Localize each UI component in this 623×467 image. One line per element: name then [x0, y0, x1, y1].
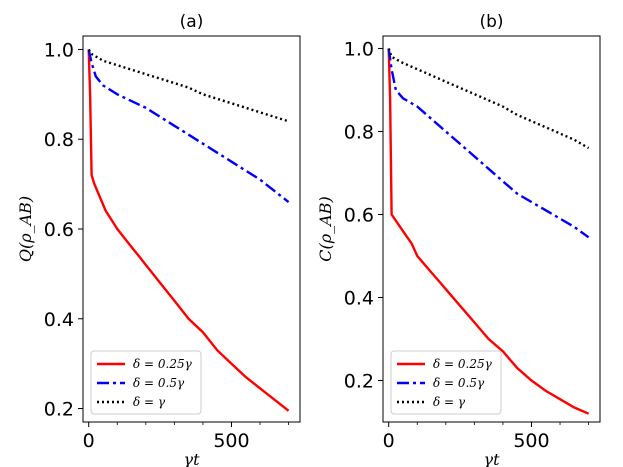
y-tick-label: 0.6: [344, 204, 374, 226]
legend-label-0: δ = 0.25γ: [133, 357, 193, 371]
legend-label-2: δ = γ: [133, 395, 166, 409]
y-axis-label: C(ρ_AB): [316, 196, 335, 261]
series-line-2: [387, 48, 590, 150]
y-tick-label: 0.2: [344, 370, 374, 392]
y-tick-label: 0.6: [44, 219, 74, 241]
legend-box: [90, 350, 202, 415]
y-tick-label: 0.2: [44, 399, 74, 421]
x-tick-label: 500: [513, 430, 549, 452]
x-axis-label: γt: [184, 450, 201, 467]
panel-title: (b): [479, 12, 503, 32]
y-tick-label: 1.0: [344, 38, 374, 60]
plot-frame: [382, 35, 601, 423]
legend: δ = 0.25γ δ = 0.5γ δ = γ: [390, 350, 502, 415]
legend-label-2: δ = γ: [433, 395, 466, 409]
legend-label-0: δ = 0.25γ: [433, 357, 493, 371]
chart-panel-0: 0.2 0.4 0.6 0.8 1.0 0 500 (a) γt Q(ρ_AB) δ = 0.25γ…: [16, 12, 301, 467]
legend: δ = 0.25γ δ = 0.5γ δ = γ: [90, 350, 202, 415]
series-line-2: [87, 48, 289, 123]
x-tick-label: 0: [383, 430, 395, 452]
series-line-1: [387, 48, 590, 239]
series-line-1: [87, 49, 290, 204]
legend-label-1: δ = 0.5γ: [433, 376, 485, 390]
y-tick-label: 0.8: [44, 129, 74, 151]
y-tick-label: 0.8: [344, 121, 374, 143]
series-line-0: [387, 48, 590, 415]
panel-title: (a): [180, 12, 204, 32]
x-tick-label: 500: [213, 430, 249, 452]
legend-box: [390, 350, 502, 415]
legend-label-1: δ = 0.5γ: [133, 376, 185, 390]
y-axis-label: Q(ρ_AB): [16, 196, 35, 262]
y-tick-label: 0.4: [344, 287, 374, 309]
chart-panel-1: 0.2 0.4 0.6 0.8 1.0 0 500 (b) γt C(ρ_AB) δ = 0.25γ…: [316, 12, 601, 467]
x-axis-label: γt: [484, 450, 501, 467]
y-tick-label: 1.0: [44, 39, 74, 61]
x-tick-label: 0: [83, 430, 95, 452]
series-line-0: [87, 49, 290, 412]
y-tick-label: 0.4: [44, 309, 74, 331]
